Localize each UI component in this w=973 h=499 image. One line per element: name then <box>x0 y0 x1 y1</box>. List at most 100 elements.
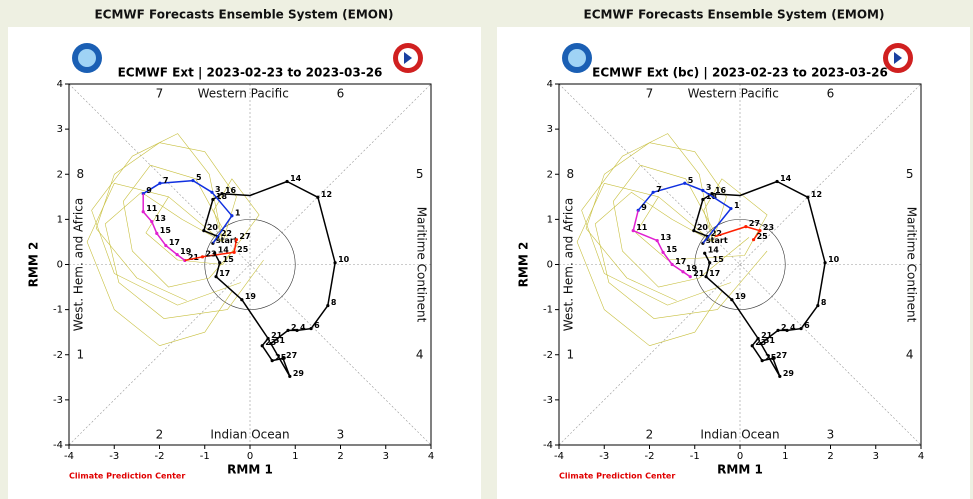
track-point <box>655 238 659 243</box>
track-point <box>670 262 674 267</box>
phase-label: 5 <box>906 167 914 181</box>
point-label: 21 <box>271 331 283 340</box>
region-label: Western Pacific <box>198 86 289 100</box>
track-point <box>751 238 756 242</box>
track-point <box>651 190 655 194</box>
guide <box>558 83 922 446</box>
track-point <box>260 344 264 348</box>
point-label: 27 <box>776 351 787 360</box>
x-tick-label: 2 <box>337 451 343 462</box>
track-point <box>155 231 159 235</box>
point-label: 8 <box>821 298 827 307</box>
y-tick-label: -3 <box>53 395 63 406</box>
point-label: 16 <box>225 186 237 195</box>
guide <box>68 83 432 446</box>
unit-circle <box>694 219 786 310</box>
plot-frame <box>68 83 432 446</box>
point-label: 21 <box>188 253 200 262</box>
y-tick-label: -1 <box>53 305 63 316</box>
panel <box>8 27 481 499</box>
ensemble-member <box>581 133 732 306</box>
track-point <box>710 192 714 196</box>
track-point <box>771 356 775 360</box>
point-label: 6 <box>804 321 810 330</box>
x-tick-label: 3 <box>383 451 389 462</box>
point-label: 10 <box>338 255 350 264</box>
track-point <box>776 328 780 332</box>
point-label: 14 <box>290 174 302 183</box>
ensemble-member <box>635 178 768 261</box>
phase-label: 2 <box>646 428 654 442</box>
phase-label: 8 <box>566 167 574 181</box>
ensemble-member <box>594 192 768 319</box>
guides <box>68 83 432 446</box>
point-label: 27 <box>286 351 297 360</box>
y-tick-label: 0 <box>57 260 63 271</box>
credit: Climate Prediction Center <box>559 472 675 481</box>
point-label: 31 <box>274 336 286 345</box>
point-label: 27 <box>239 232 250 241</box>
point-label: 12 <box>811 190 822 199</box>
unit-circle <box>204 219 296 310</box>
y-tick-label: 2 <box>57 169 63 180</box>
track-point <box>270 359 274 363</box>
point-label: 18 <box>216 192 228 201</box>
ensemble-member <box>576 183 723 346</box>
point-label: 6 <box>314 321 320 330</box>
x-tick-label: 4 <box>918 451 924 462</box>
point-label: 1 <box>235 208 241 217</box>
point-label: 5 <box>196 173 202 182</box>
point-label: 5 <box>688 176 694 185</box>
region-label: Indian Ocean <box>700 428 779 442</box>
y-tick-label: -3 <box>543 395 553 406</box>
ensemble-member <box>145 178 260 265</box>
region-label: West. Hem. and Africa <box>561 198 575 331</box>
x-axis-label: RMM 1 <box>717 463 763 477</box>
point-label: 10 <box>828 255 840 264</box>
nws-logo <box>393 43 913 73</box>
x-tick-label: -1 <box>690 451 700 462</box>
point-label: 15 <box>223 255 235 264</box>
x-tick-label: -2 <box>155 451 165 462</box>
y-tick-label: 2 <box>547 169 553 180</box>
track-point <box>683 181 687 185</box>
track-point <box>785 328 789 332</box>
phase-label: 4 <box>906 347 914 361</box>
chart-title: ECMWF Ext | 2023-02-23 to 2023-03-26 <box>118 66 383 80</box>
x-tick-label: 1 <box>292 451 298 462</box>
point-label: 9 <box>146 186 152 195</box>
track-point <box>211 197 215 202</box>
y-tick-label: 0 <box>547 260 553 271</box>
track-point <box>141 210 145 214</box>
phase-label: 6 <box>827 86 835 100</box>
x-tick-label: 0 <box>737 451 743 462</box>
point-label: 17 <box>675 257 686 266</box>
ensemble-member <box>613 164 750 288</box>
point-label: 14 <box>708 246 720 255</box>
noaa-logo <box>72 43 592 73</box>
point-label: 20 <box>697 223 709 232</box>
track-point <box>240 298 244 302</box>
point-label: 29 <box>293 369 305 378</box>
track-point <box>701 197 705 202</box>
point-label: 13 <box>660 233 671 242</box>
y-tick-label: 1 <box>57 214 63 225</box>
panel <box>497 27 970 499</box>
point-label: 25 <box>275 353 287 362</box>
track-point <box>230 214 234 218</box>
y-tick-label: 4 <box>547 79 553 90</box>
phase-label: 7 <box>156 86 164 100</box>
track-point <box>316 195 320 199</box>
point-label: 16 <box>715 186 727 195</box>
point-label: 8 <box>331 298 337 307</box>
point-label: 22 <box>221 229 232 238</box>
track-point <box>158 181 162 185</box>
track-point <box>285 179 289 184</box>
track-point <box>799 326 803 331</box>
point-label: 20 <box>207 223 219 232</box>
track-point <box>288 374 292 379</box>
track-point <box>141 192 145 196</box>
track-point <box>164 243 168 248</box>
phase-label: 3 <box>337 428 345 442</box>
track-point <box>286 328 290 332</box>
